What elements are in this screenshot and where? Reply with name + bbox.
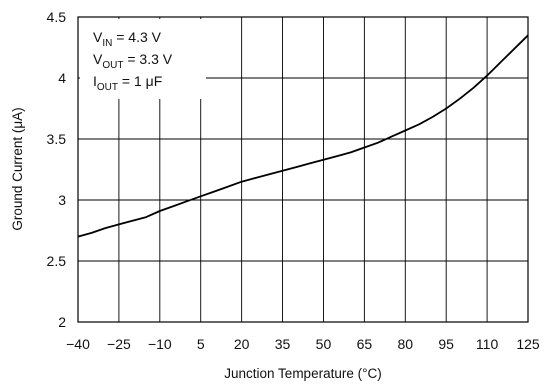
x-tick-label: −10 [148, 336, 172, 352]
annotation-line: VIN = 4.3 V [93, 29, 162, 49]
y-tick-label: 4 [58, 70, 66, 86]
plot-frame [77, 16, 529, 323]
annotation-line: IOUT = 1 μF [93, 73, 162, 93]
x-tick-label: −25 [107, 336, 131, 352]
x-tick-label: 50 [316, 336, 332, 352]
annotation-box [80, 19, 206, 99]
x-tick-label: 65 [357, 336, 373, 352]
annotation-line: VOUT = 3.3 V [93, 51, 173, 71]
x-tick-label: 110 [476, 336, 499, 352]
x-tick-label: −40 [66, 336, 90, 352]
y-tick-labels: 2 2.5 3 3.5 4 4.5 [47, 9, 67, 330]
y-axis-label: Ground Current (μA) [10, 107, 25, 230]
x-tick-label: 20 [234, 336, 250, 352]
x-tick-label: 95 [438, 336, 454, 352]
series-layer [77, 34, 529, 238]
x-tick-label: 80 [397, 336, 413, 352]
series-line [77, 34, 529, 238]
x-tick-labels: −40 −25 −10 5 20 35 50 65 80 95 110 125 [66, 336, 540, 352]
y-tick-label: 4.5 [47, 9, 67, 25]
x-tick-label: 5 [197, 336, 205, 352]
y-tick-label: 2 [58, 314, 66, 330]
y-tick-label: 2.5 [47, 253, 67, 269]
y-tick-label: 3 [58, 192, 66, 208]
x-tick-label: 125 [516, 336, 540, 352]
x-tick-label: 35 [275, 336, 291, 352]
x-axis-label: Junction Temperature (°C) [224, 366, 381, 381]
y-tick-label: 3.5 [47, 131, 67, 147]
